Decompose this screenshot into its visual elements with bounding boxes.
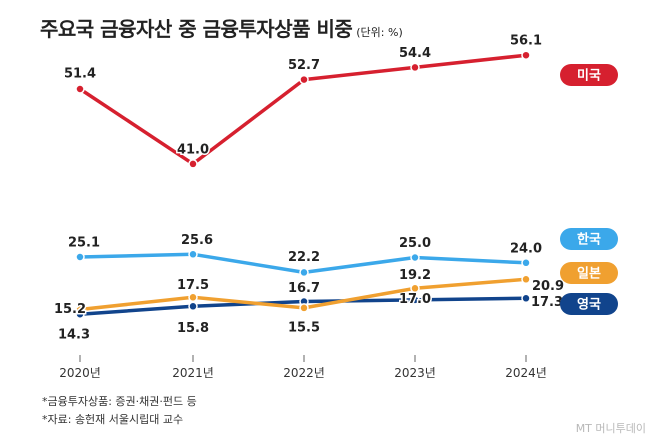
data-point <box>410 62 420 73</box>
legend-label: 한국 <box>577 232 601 248</box>
data-label: 52.7 <box>288 58 320 73</box>
legend-item: 일본 <box>560 262 618 284</box>
data-label: 19.2 <box>399 268 431 283</box>
data-point <box>75 84 85 94</box>
data-label: 15.5 <box>288 320 320 335</box>
legend-item: 영국 <box>560 293 618 315</box>
data-label: 25.6 <box>181 233 213 248</box>
data-label: 17.5 <box>177 278 209 293</box>
legend-label: 미국 <box>577 68 601 84</box>
x-tick-label: 2024년 <box>505 366 547 380</box>
series-3: 14.3 15.8 16.7 17.0 17.3 <box>56 280 564 345</box>
data-point <box>188 301 198 312</box>
data-point <box>521 274 531 285</box>
data-label: 17.0 <box>399 292 431 307</box>
publisher-credit: MT 머니투데이 <box>575 422 646 435</box>
chart-title: 주요국 금융자산 중 금융투자상품 비중 (단위: %) <box>40 13 403 42</box>
data-point <box>410 252 420 263</box>
data-label: 25.0 <box>399 236 431 251</box>
series-2: 15.2 17.5 15.5 19.2 20.9 <box>52 266 565 337</box>
legend-label: 일본 <box>577 267 601 282</box>
data-label: 16.7 <box>288 281 320 296</box>
data-label: 15.8 <box>177 321 209 336</box>
x-tick-label: 2023년 <box>394 366 436 380</box>
data-label: 56.1 <box>510 34 542 49</box>
series-0: 51.4 41.0 52.7 54.4 56.1 <box>62 32 544 169</box>
series-1: 25.1 25.6 22.2 25.0 24.0 <box>66 231 544 278</box>
data-label: 54.4 <box>399 46 431 61</box>
legend-pill <box>560 293 618 315</box>
data-label: 24.0 <box>510 241 542 256</box>
footnote-source: *자료: 송헌재 서울시립대 교수 <box>42 413 184 426</box>
footnote-definition: *금융투자상품: 증권·채권·펀드 등 <box>42 395 197 408</box>
data-label: 22.2 <box>288 250 320 265</box>
legend-item: 미국 <box>560 64 618 86</box>
data-point <box>299 267 309 278</box>
data-point <box>299 74 309 85</box>
unit-label: (단위: %) <box>356 26 403 39</box>
data-label: 17.3 <box>531 295 563 310</box>
legend-pill <box>560 64 618 86</box>
data-point <box>410 295 420 305</box>
data-point <box>75 252 85 262</box>
data-point <box>188 159 198 169</box>
data-label: 20.9 <box>532 279 564 294</box>
data-label: 25.1 <box>68 236 100 251</box>
legend-item: 한국 <box>560 228 618 250</box>
data-label: 51.4 <box>64 67 96 82</box>
data-point <box>521 50 531 60</box>
x-tick-label: 2020년 <box>59 366 101 380</box>
data-label: 14.3 <box>58 328 90 343</box>
data-label: 15.2 <box>54 302 86 317</box>
x-tick-label: 2021년 <box>172 366 214 380</box>
data-point <box>521 293 531 304</box>
data-point <box>521 258 531 268</box>
data-point <box>188 292 198 303</box>
data-point <box>299 303 309 313</box>
legend-pill <box>560 228 618 250</box>
x-tick-label: 2022년 <box>283 366 325 380</box>
legend-pill <box>560 262 618 284</box>
title-text: 주요국 금융자산 중 금융투자상품 비중 <box>40 17 353 41</box>
data-label: 41.0 <box>177 142 209 157</box>
legend-label: 영국 <box>577 298 601 313</box>
data-point <box>410 283 420 294</box>
data-point <box>188 249 198 260</box>
data-point <box>75 304 85 315</box>
